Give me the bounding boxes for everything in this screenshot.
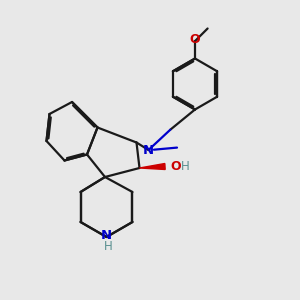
Polygon shape	[140, 164, 165, 169]
Text: H: H	[181, 160, 189, 173]
Text: N: N	[101, 229, 112, 242]
Text: O: O	[190, 33, 200, 46]
Text: N: N	[143, 143, 154, 157]
Text: O: O	[170, 160, 181, 173]
Text: H: H	[103, 240, 112, 253]
